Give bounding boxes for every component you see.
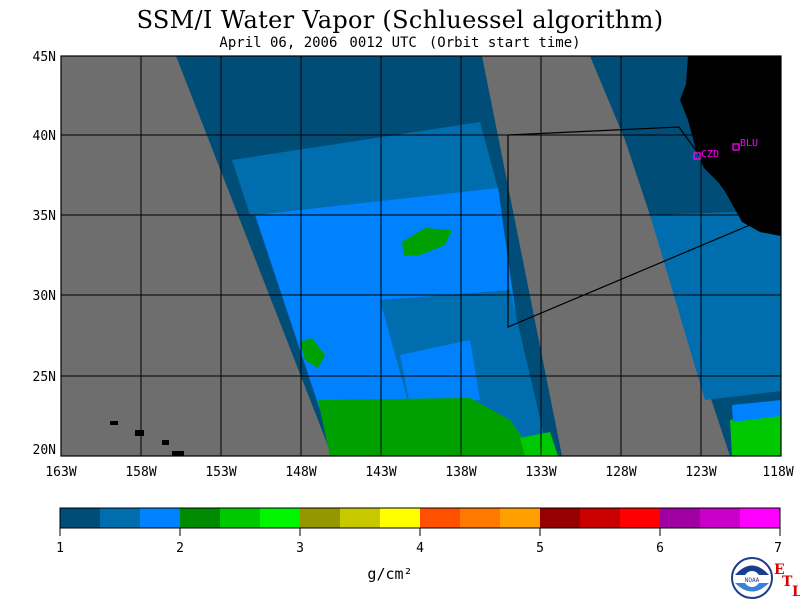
lat-label: 45N xyxy=(33,50,56,65)
lon-label: 138W xyxy=(445,465,476,480)
swath-east-medium xyxy=(650,210,781,400)
station-czd-marker xyxy=(693,152,701,160)
colorbar-swatch xyxy=(500,508,541,528)
colorbar-swatch xyxy=(60,508,101,528)
etl-letter-l: L xyxy=(792,584,800,600)
colorbar-swatch xyxy=(220,508,261,528)
lon-label: 128W xyxy=(605,465,636,480)
station-blu-marker xyxy=(732,143,740,151)
colorbar-tick-label: 7 xyxy=(774,541,782,556)
colorbar-tick-label: 4 xyxy=(416,541,424,556)
colorbar-swatch xyxy=(620,508,661,528)
map-frame xyxy=(60,55,782,457)
lat-label: 25N xyxy=(33,370,56,385)
colorbar-swatch xyxy=(660,508,701,528)
lat-label: 40N xyxy=(33,129,56,144)
noaa-logo-text: NOAA xyxy=(745,577,760,584)
colorbar-swatch xyxy=(300,508,341,528)
subtitle-note: (Orbit start time) xyxy=(428,35,581,51)
land-coast xyxy=(680,56,781,236)
subtitle-date: April 06, 2006 xyxy=(219,35,338,51)
colorbar-swatch xyxy=(340,508,381,528)
lon-label: 148W xyxy=(285,465,316,480)
island-4 xyxy=(172,451,184,456)
colorbar-swatch xyxy=(700,508,741,528)
colorbar xyxy=(59,507,781,529)
swath-west-patch2 xyxy=(400,340,480,405)
colorbar-ticks: 1 2 3 4 5 6 7 xyxy=(56,528,782,556)
lon-label: 143W xyxy=(365,465,396,480)
vapor-green-north xyxy=(402,228,452,256)
map-subtitle: April 06, 2006 0012 UTC (Orbit start time) xyxy=(0,35,800,51)
colorbar-tick-label: 5 xyxy=(536,541,544,556)
noaa-logo: NOAA xyxy=(731,557,773,599)
domain-outline xyxy=(507,126,751,328)
lon-label: 118W xyxy=(762,465,793,480)
vapor-green-main xyxy=(318,398,535,456)
lat-label: 35N xyxy=(33,209,56,224)
lat-label: 30N xyxy=(33,289,56,304)
swath-east-bright xyxy=(732,400,781,422)
colorbar-swatch xyxy=(100,508,141,528)
lat-axis: 45N 40N 35N 30N 25N 20N xyxy=(33,50,56,458)
vapor-green-east xyxy=(520,432,558,456)
island-3 xyxy=(162,440,169,445)
etl-letter-t: T xyxy=(782,574,793,590)
colorbar-tick-label: 6 xyxy=(656,541,664,556)
colorbar-swatch xyxy=(140,508,181,528)
colorbar-tick-label: 3 xyxy=(296,541,304,556)
colorbar-tick-label: 2 xyxy=(176,541,184,556)
colorbar-swatch xyxy=(540,508,581,528)
vapor-green-west xyxy=(300,338,325,368)
colorbar-swatch xyxy=(420,508,461,528)
colorbar-unit: g/cm² xyxy=(367,565,413,583)
colorbar-swatch xyxy=(580,508,621,528)
map-title: SSM/I Water Vapor (Schluessel algorithm) xyxy=(136,6,664,34)
lon-label: 163W xyxy=(45,465,76,480)
lon-label: 133W xyxy=(525,465,556,480)
colorbar-swatch xyxy=(380,508,421,528)
subtitle-time: 0012 UTC xyxy=(349,35,417,51)
swath-west-medium xyxy=(232,122,500,215)
etl-letter-e: E xyxy=(774,562,785,578)
colorbar-swatch xyxy=(180,508,221,528)
island-1 xyxy=(110,421,118,425)
lat-label: 20N xyxy=(33,443,56,458)
colorbar-swatch xyxy=(740,508,781,528)
colorbar-tick-label: 1 xyxy=(56,541,64,556)
colorbar-swatch xyxy=(460,508,501,528)
lon-label: 158W xyxy=(125,465,156,480)
lon-label: 123W xyxy=(685,465,716,480)
station-blu-label: BLU xyxy=(740,138,758,149)
island-2 xyxy=(135,430,144,436)
lon-label: 153W xyxy=(205,465,236,480)
map-area: CZD BLU xyxy=(61,56,781,456)
colorbar-swatch xyxy=(260,508,301,528)
swath-east-green xyxy=(730,410,781,456)
station-czd-label: CZD xyxy=(701,149,719,160)
graticule xyxy=(61,56,781,456)
lon-axis: 163W 158W 153W 148W 143W 138W 133W 128W … xyxy=(45,465,793,480)
